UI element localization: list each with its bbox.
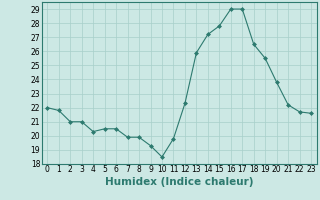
X-axis label: Humidex (Indice chaleur): Humidex (Indice chaleur) [105, 177, 253, 187]
